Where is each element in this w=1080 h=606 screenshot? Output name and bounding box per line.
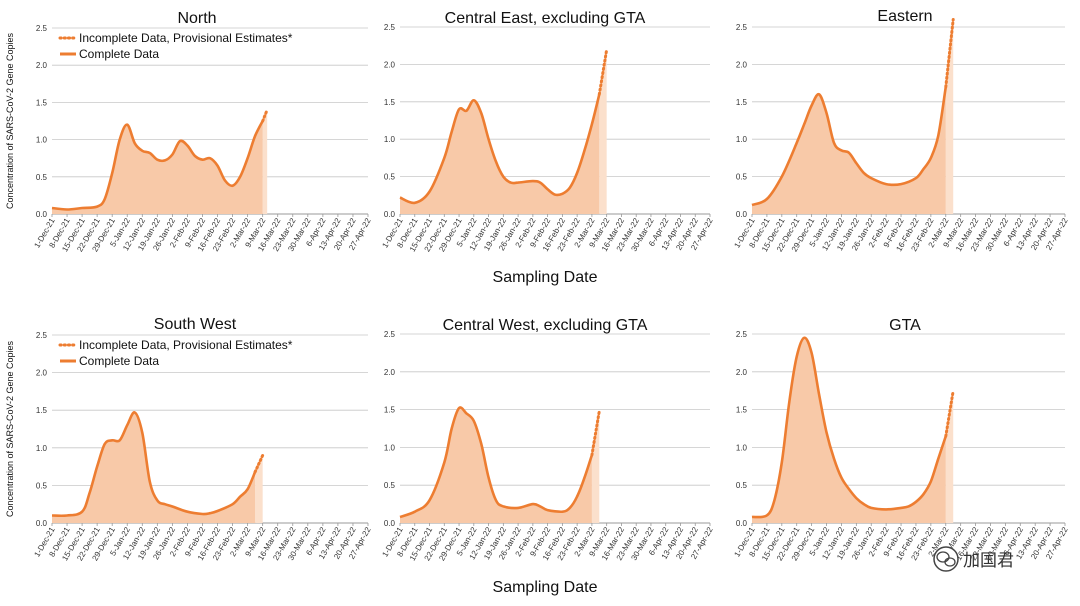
chart-title: GTA (889, 317, 921, 334)
chart-title: Central West, excluding GTA (443, 317, 648, 334)
y-tick-label: 1.5 (36, 98, 48, 107)
y-tick-label: 2.5 (736, 330, 748, 339)
complete-data-line (751, 86, 948, 207)
y-tick-label: 0.5 (736, 173, 748, 182)
y-tick-label: 2.5 (384, 330, 396, 339)
complete-area (52, 121, 263, 214)
provisional-data-line (261, 108, 269, 123)
chart-panel-3: 0.00.51.01.52.02.51-Dec-218-Dec-2115-Dec… (732, 8, 1070, 253)
y-tick-label: 0.5 (736, 481, 748, 490)
chart-panel-6: 0.00.51.01.52.02.51-Dec-218-Dec-2115-Dec… (732, 317, 1070, 562)
provisional-area (591, 411, 600, 523)
legend-complete-label: Complete Data (79, 47, 159, 61)
y-tick-label: 1.5 (384, 98, 396, 107)
chart-title: Eastern (877, 8, 932, 25)
y-tick-label: 2.0 (736, 368, 748, 377)
complete-data-line (751, 336, 948, 519)
chart-title: South West (154, 316, 237, 333)
provisional-data-line (253, 453, 265, 474)
y-tick-label: 0.0 (736, 210, 748, 219)
complete-data-line (399, 93, 601, 205)
y-tick-label: 2.5 (736, 23, 748, 32)
y-tick-label: 1.5 (736, 98, 748, 107)
y-tick-label: 2.5 (384, 23, 396, 32)
y-tick-label: 1.0 (736, 135, 748, 144)
y-tick-label: 2.0 (36, 61, 48, 70)
y-tick-label: 2.5 (36, 24, 48, 33)
legend: Incomplete Data, Provisional Estimates* C… (58, 338, 293, 368)
provisional-data-line (944, 18, 955, 89)
y-tick-label: 0.0 (736, 519, 748, 528)
y-tick-label: 1.0 (384, 443, 396, 452)
y-tick-label: 0.5 (36, 173, 48, 182)
y-tick-label: 0.0 (36, 210, 48, 219)
complete-area (400, 94, 600, 214)
y-tick-label: 1.0 (36, 444, 48, 453)
complete-area (400, 407, 592, 523)
provisional-data-line (597, 47, 609, 96)
y-tick-label: 1.0 (736, 443, 748, 452)
complete-area (52, 412, 256, 523)
x-axis-label-top: Sampling Date (493, 269, 598, 286)
y-tick-label: 1.5 (736, 406, 748, 415)
legend-provisional-label: Incomplete Data, Provisional Estimates* (79, 31, 293, 45)
provisional-data-line (944, 389, 955, 438)
y-tick-label: 0.5 (384, 173, 396, 182)
provisional-area (262, 109, 268, 214)
y-tick-label: 1.0 (36, 136, 48, 145)
complete-area (752, 337, 946, 523)
y-axis-label-top: Concentration of SARS-CoV-2 Gene Copies (5, 32, 15, 209)
wechat-icon (933, 546, 959, 572)
complete-data-line (399, 406, 594, 519)
legend: Incomplete Data, Provisional Estimates* C… (58, 31, 293, 61)
chart-title: North (177, 10, 216, 27)
legend-complete-label: Complete Data (79, 354, 159, 368)
complete-data-line (51, 411, 257, 518)
provisional-area (945, 390, 954, 523)
chart-title: Central East, excluding GTA (445, 10, 646, 27)
y-tick-label: 0.5 (36, 481, 48, 490)
y-axis-label-bottom: Concentration of SARS-CoV-2 Gene Copies (5, 340, 15, 517)
y-tick-label: 0.0 (36, 519, 48, 528)
chart-panel-2: 0.00.51.01.52.02.51-Dec-218-Dec-2115-Dec… (380, 10, 715, 253)
y-tick-label: 0.5 (384, 481, 396, 490)
watermark-text: 加国君 (963, 551, 1014, 571)
chart-panel-5: 0.00.51.01.52.02.51-Dec-218-Dec-2115-Dec… (380, 317, 715, 562)
y-tick-label: 1.5 (384, 406, 396, 415)
complete-area (752, 86, 946, 214)
legend-provisional-label: Incomplete Data, Provisional Estimates* (79, 338, 293, 352)
y-tick-label: 1.0 (384, 135, 396, 144)
provisional-data-line (590, 409, 601, 457)
y-tick-label: 2.0 (36, 369, 48, 378)
provisional-area (255, 455, 263, 523)
provisional-area (945, 19, 954, 214)
y-tick-label: 1.5 (36, 406, 48, 415)
y-tick-label: 2.0 (384, 368, 396, 377)
y-tick-label: 2.5 (36, 331, 48, 340)
chart-panel-1: 0.00.51.01.52.02.51-Dec-218-Dec-2115-Dec… (32, 10, 373, 253)
y-tick-label: 2.0 (736, 60, 748, 69)
watermark: 加国君 (933, 546, 1014, 572)
y-tick-label: 0.0 (384, 519, 396, 528)
complete-data-line (51, 120, 264, 211)
x-axis-label-bottom: Sampling Date (493, 579, 598, 596)
chart-panel-4: 0.00.51.01.52.02.51-Dec-218-Dec-2115-Dec… (32, 316, 373, 562)
y-tick-label: 2.0 (384, 60, 396, 69)
y-tick-label: 0.0 (384, 210, 396, 219)
